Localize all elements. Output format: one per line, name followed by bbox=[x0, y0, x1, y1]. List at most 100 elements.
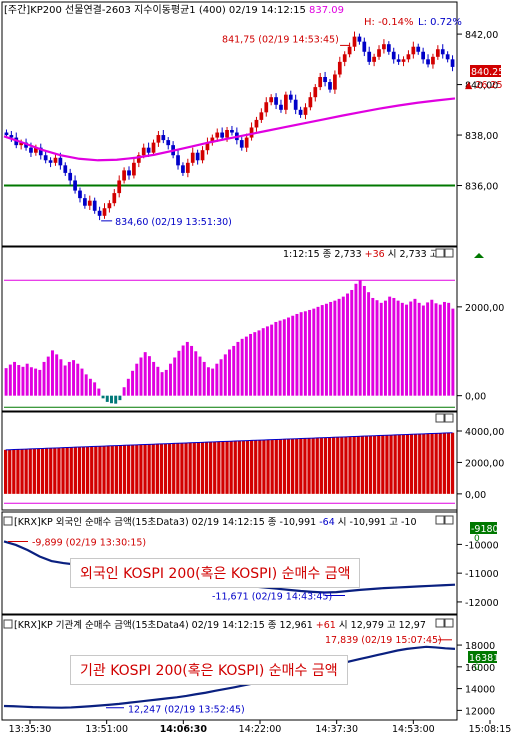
candle-body bbox=[215, 132, 220, 138]
time-tick-label: 15:08:15 bbox=[469, 724, 511, 733]
candle-body bbox=[53, 157, 58, 163]
candle-body bbox=[337, 61, 342, 75]
candle-body bbox=[249, 127, 254, 138]
foreign-panel-toggle[interactable] bbox=[3, 516, 13, 526]
candle-body bbox=[210, 137, 215, 143]
signal-marker-icon bbox=[474, 253, 484, 258]
histogram-bar bbox=[93, 382, 97, 396]
histogram-bar bbox=[34, 368, 38, 396]
histogram-bar bbox=[417, 302, 421, 396]
institution-panel-toggle[interactable] bbox=[3, 619, 13, 629]
candle-body bbox=[274, 97, 278, 105]
cumulative-bar bbox=[323, 437, 328, 494]
candle-body bbox=[117, 180, 122, 194]
cumulative-bar bbox=[114, 445, 118, 494]
histogram-bar bbox=[131, 370, 135, 396]
cumulative-bar bbox=[245, 440, 250, 494]
histogram-bar bbox=[76, 363, 80, 396]
cumulative-bar bbox=[221, 441, 225, 494]
histogram-bar bbox=[59, 359, 63, 396]
cumulative-bar bbox=[110, 445, 114, 494]
candle-body bbox=[450, 59, 455, 67]
cumulative-bar bbox=[213, 441, 217, 494]
histogram-bar bbox=[232, 345, 236, 396]
candle-body bbox=[132, 162, 136, 176]
cumulative-bar bbox=[278, 439, 282, 494]
histogram-bar bbox=[97, 388, 101, 396]
cumulative-bar bbox=[118, 445, 123, 494]
candle-body bbox=[58, 157, 63, 166]
cumulative-bar bbox=[291, 438, 295, 494]
cumulative-bar bbox=[127, 445, 131, 494]
cumulative-bar bbox=[364, 436, 369, 494]
cumulative-bar bbox=[229, 441, 233, 494]
institution-panel-max[interactable] bbox=[435, 618, 445, 628]
cumulative-bar bbox=[196, 442, 200, 494]
cumulative-panel-close[interactable] bbox=[444, 413, 454, 423]
institution-header: [KRX]KP 기관계 순매수 금액(15초Data4) 02/19 14:12… bbox=[14, 619, 426, 631]
histogram-plot bbox=[4, 279, 455, 408]
histogram-bar bbox=[38, 369, 42, 396]
y-tick-label: 0,00 bbox=[465, 392, 486, 403]
histogram-bar bbox=[215, 363, 219, 396]
candle-body bbox=[92, 200, 97, 211]
histogram-bar bbox=[46, 356, 50, 396]
histogram-bar bbox=[72, 360, 76, 396]
histogram-header: 1:12:15 종 2,733 +36 시 2,733 고 bbox=[283, 249, 439, 260]
cumulative-bar bbox=[368, 435, 373, 494]
cumulative-bar bbox=[414, 434, 418, 494]
histogram-bar bbox=[236, 341, 240, 396]
cumulative-bar bbox=[65, 447, 69, 494]
histogram-panel-max[interactable] bbox=[435, 248, 445, 258]
candle-body bbox=[426, 59, 430, 65]
candle-body bbox=[185, 162, 190, 173]
cumulative-bar bbox=[303, 438, 307, 494]
candle-body bbox=[259, 112, 264, 120]
price-change-text: ▲ 26.25 bbox=[465, 80, 503, 91]
time-tick-label: 14:37:30 bbox=[315, 724, 358, 733]
candle-body bbox=[318, 77, 323, 88]
histogram-bar bbox=[265, 326, 269, 396]
cumulative-bar bbox=[176, 443, 180, 494]
cumulative-bar bbox=[139, 444, 143, 494]
y-tick-label: -11000 bbox=[465, 569, 499, 580]
candle-body bbox=[279, 104, 283, 110]
histogram-bar bbox=[135, 363, 139, 396]
cumulative-bar bbox=[237, 440, 241, 494]
histogram-bar bbox=[299, 312, 303, 396]
time-tick-label: 14:06:30 bbox=[160, 724, 208, 733]
cumulative-bar bbox=[225, 441, 229, 494]
cumulative-bar bbox=[307, 438, 311, 494]
cumulative-bar bbox=[53, 447, 57, 494]
cumulative-bar bbox=[327, 437, 332, 494]
histogram-bar bbox=[25, 363, 29, 396]
cumulative-panel-max[interactable] bbox=[435, 413, 445, 423]
cumulative-bar bbox=[401, 434, 405, 494]
institution-panel-close[interactable] bbox=[444, 618, 454, 628]
candle-body bbox=[401, 59, 406, 62]
candle-body bbox=[176, 155, 180, 166]
candle-body bbox=[269, 97, 274, 103]
histogram-bar bbox=[206, 367, 210, 396]
foreign-panel-close[interactable] bbox=[444, 515, 454, 525]
current-price-text: 840.25 bbox=[471, 67, 504, 78]
histogram-bar bbox=[421, 305, 425, 396]
cumulative-bar bbox=[426, 433, 430, 494]
candle-body bbox=[29, 147, 33, 153]
histogram-bar bbox=[202, 361, 206, 396]
cumulative-bar bbox=[295, 438, 299, 494]
candle-body bbox=[313, 87, 318, 98]
cumulative-bar bbox=[204, 442, 209, 494]
histogram-bar bbox=[295, 313, 299, 396]
histogram-bar bbox=[409, 301, 413, 396]
cumulative-bar bbox=[270, 439, 274, 494]
cumulative-bar bbox=[241, 440, 246, 494]
foreign-header: [KRX]KP 외국인 순매수 금액(15초Data3) 02/19 14:12… bbox=[14, 516, 417, 528]
candle-body bbox=[333, 74, 337, 90]
histogram-bar bbox=[50, 350, 54, 396]
foreign-panel-max[interactable] bbox=[435, 515, 445, 525]
histogram-panel-close[interactable] bbox=[444, 248, 454, 258]
histogram-bar bbox=[13, 361, 17, 396]
cumulative-bar bbox=[16, 449, 20, 494]
candle-body bbox=[34, 147, 38, 153]
